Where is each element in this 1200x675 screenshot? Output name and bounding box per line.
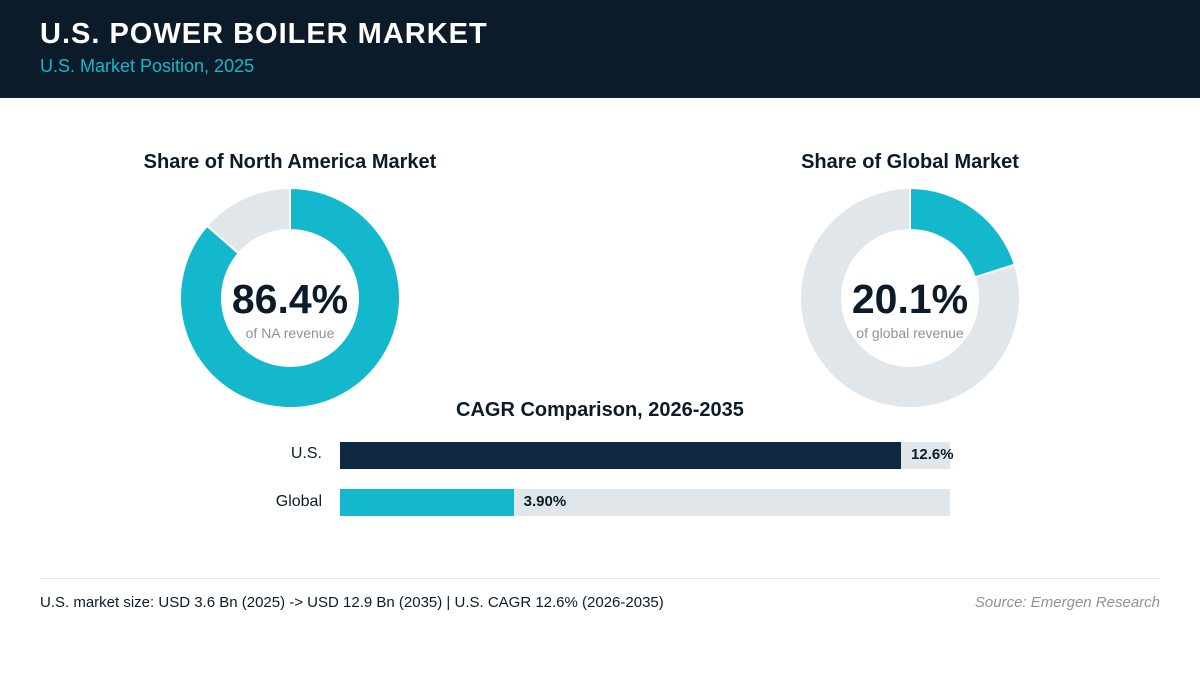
page-subtitle: U.S. Market Position, 2025 <box>40 56 255 76</box>
na-share-donut-chart: 86.4% of NA revenue <box>180 188 400 408</box>
na-donut-svg <box>180 188 400 408</box>
bar-category-label-global: Global <box>275 493 322 510</box>
bar-category-label-us: U.S. <box>290 445 322 462</box>
global-share-donut-chart: 20.1% of global revenue <box>800 188 1020 408</box>
na-share-value: 86.4% <box>231 276 349 322</box>
bar-track-global: 3.90% <box>340 489 950 516</box>
footer-market-note: U.S. market size: USD 3.6 Bn (2025) -> U… <box>40 594 664 611</box>
global-donut-title: Share of Global Market <box>801 151 1019 173</box>
na-share-caption: of NA revenue <box>245 325 335 341</box>
na-slice-share <box>180 188 400 408</box>
cagr-chart-title: CAGR Comparison, 2026-2035 <box>456 399 744 421</box>
global-donut-svg <box>800 188 1020 408</box>
bar-track-us: 12.6% <box>340 442 954 469</box>
na-donut-title: Share of North America Market <box>143 151 437 173</box>
global-slice-share <box>909 188 1017 279</box>
footer-source: Source: Emergen Research <box>974 594 1160 611</box>
global-share-value: 20.1% <box>851 276 969 322</box>
footer-divider <box>40 578 1160 579</box>
global-share-caption: of global revenue <box>856 325 964 341</box>
bar-value-label-global: 3.90% <box>523 493 567 510</box>
global-slice-remainder <box>800 188 1020 408</box>
page-title: U.S. POWER BOILER MARKET <box>40 18 488 50</box>
bar-value-label-us: 12.6% <box>911 446 954 463</box>
na-slice-remainder <box>205 188 291 255</box>
bar-global <box>340 489 514 516</box>
bar-us <box>340 442 902 469</box>
header-banner: U.S. POWER BOILER MARKET U.S. Market Pos… <box>0 0 1200 98</box>
